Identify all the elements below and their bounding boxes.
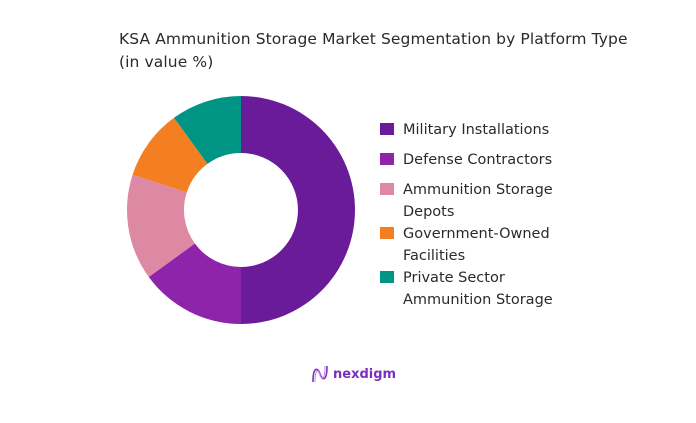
donut-slice [173,96,241,164]
donut-slice [127,174,195,278]
legend-swatch [380,123,394,135]
legend-swatch [380,153,394,165]
legend-label: Military Installations [403,122,550,138]
logo-text: nexdigm [333,366,397,382]
legend-label: Ammunition Storage Depots [403,182,553,220]
nexdigm-wave-icon [312,365,328,383]
donut-slice [148,243,241,324]
legend-swatch [380,183,394,195]
chart-legend: Military Installations Defense Contracto… [380,119,610,311]
donut-slice [241,96,355,324]
legend-label: Government-Owned Facilities [403,226,550,264]
chart-title: KSA Ammunition Storage Market Segmentati… [119,30,628,71]
legend-label: Private Sector Ammunition Storage [403,270,553,308]
nexdigm-logo: nexdigm [311,364,396,384]
legend-label: Defense Contractors [403,152,553,168]
legend-item: Ammunition Storage Depots [380,179,560,223]
legend-swatch [380,227,394,239]
donut-slice [132,117,208,193]
legend-item: Government-Owned Facilities [380,223,560,267]
legend-item: Private Sector Ammunition Storage [380,267,570,311]
donut-chart [127,96,355,324]
legend-item: Defense Contractors [380,149,610,171]
legend-item: Military Installations [380,119,610,141]
legend-swatch [380,271,394,283]
